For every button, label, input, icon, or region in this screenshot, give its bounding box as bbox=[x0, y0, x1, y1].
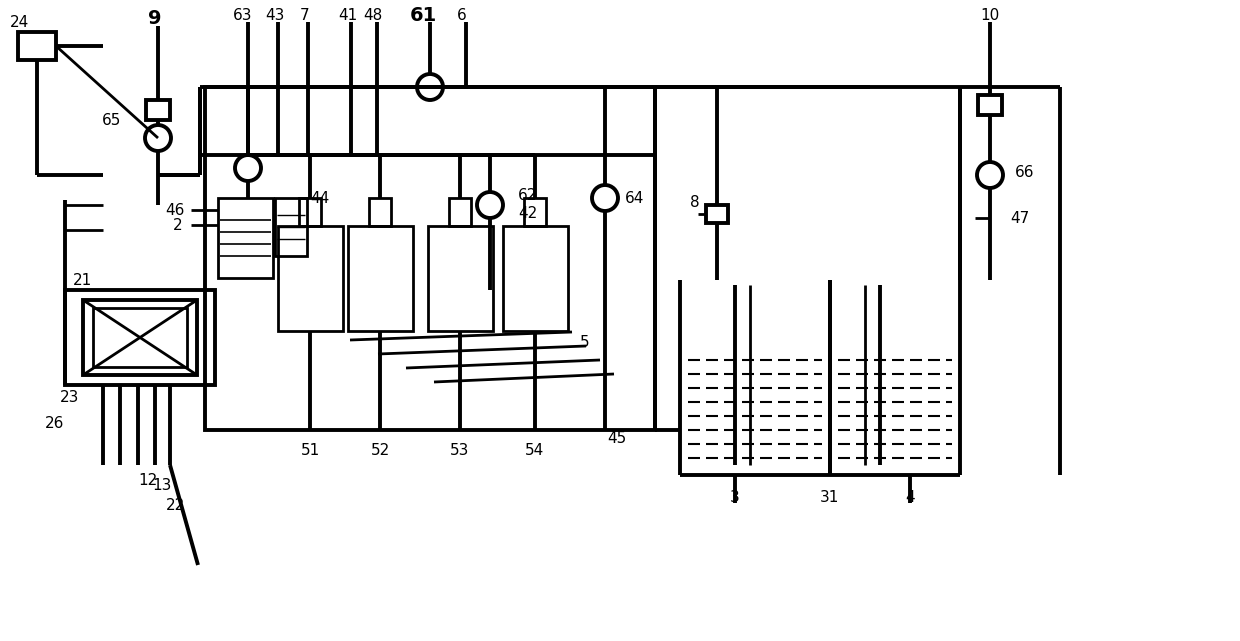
Text: 48: 48 bbox=[363, 8, 383, 22]
Text: 22: 22 bbox=[165, 497, 185, 513]
Text: 62: 62 bbox=[518, 188, 537, 203]
Text: 12: 12 bbox=[139, 472, 157, 488]
Text: 47: 47 bbox=[1011, 210, 1029, 226]
Bar bbox=[278, 226, 343, 331]
Circle shape bbox=[417, 74, 443, 100]
Text: 41: 41 bbox=[339, 8, 357, 22]
Bar bbox=[64, 290, 215, 385]
Text: 52: 52 bbox=[371, 442, 389, 458]
Bar bbox=[978, 95, 1002, 115]
Text: 3: 3 bbox=[730, 490, 740, 504]
Text: 63: 63 bbox=[233, 8, 253, 22]
Text: 7: 7 bbox=[300, 8, 310, 22]
Text: 6: 6 bbox=[458, 8, 467, 22]
Text: 9: 9 bbox=[149, 8, 161, 28]
Text: 21: 21 bbox=[73, 272, 92, 288]
Circle shape bbox=[477, 192, 503, 218]
Circle shape bbox=[236, 155, 260, 181]
Bar bbox=[428, 226, 494, 331]
Text: 46: 46 bbox=[166, 203, 185, 217]
Text: 5: 5 bbox=[580, 335, 590, 349]
Bar bbox=[348, 226, 413, 331]
Text: 44: 44 bbox=[310, 190, 330, 206]
Text: 13: 13 bbox=[153, 478, 171, 492]
Bar bbox=[205, 87, 655, 430]
Circle shape bbox=[977, 162, 1003, 188]
Text: 24: 24 bbox=[10, 15, 30, 29]
Bar bbox=[218, 198, 273, 278]
Text: 23: 23 bbox=[60, 390, 79, 404]
Bar bbox=[83, 300, 197, 375]
Text: 10: 10 bbox=[981, 8, 999, 22]
Circle shape bbox=[591, 185, 618, 211]
Bar bbox=[706, 205, 728, 223]
Bar bbox=[525, 198, 546, 226]
Text: 42: 42 bbox=[518, 206, 537, 221]
Text: 8: 8 bbox=[691, 194, 701, 210]
Text: 61: 61 bbox=[409, 6, 436, 24]
Bar bbox=[299, 198, 321, 226]
Text: 51: 51 bbox=[300, 442, 320, 458]
Bar bbox=[19, 32, 56, 60]
Text: 43: 43 bbox=[265, 8, 285, 22]
Text: 54: 54 bbox=[526, 442, 544, 458]
Bar bbox=[449, 198, 471, 226]
Text: 31: 31 bbox=[821, 490, 839, 504]
Bar bbox=[275, 198, 308, 256]
Bar bbox=[370, 198, 391, 226]
Text: 64: 64 bbox=[625, 190, 645, 206]
Text: 53: 53 bbox=[450, 442, 470, 458]
Bar bbox=[93, 308, 187, 367]
Text: 4: 4 bbox=[905, 490, 915, 504]
Text: 2: 2 bbox=[172, 217, 182, 233]
Text: 45: 45 bbox=[608, 431, 626, 445]
Text: 66: 66 bbox=[1016, 165, 1034, 179]
Text: 65: 65 bbox=[103, 113, 122, 128]
Bar bbox=[146, 100, 170, 120]
Bar bbox=[503, 226, 568, 331]
Text: 26: 26 bbox=[45, 415, 64, 431]
Circle shape bbox=[145, 125, 171, 151]
